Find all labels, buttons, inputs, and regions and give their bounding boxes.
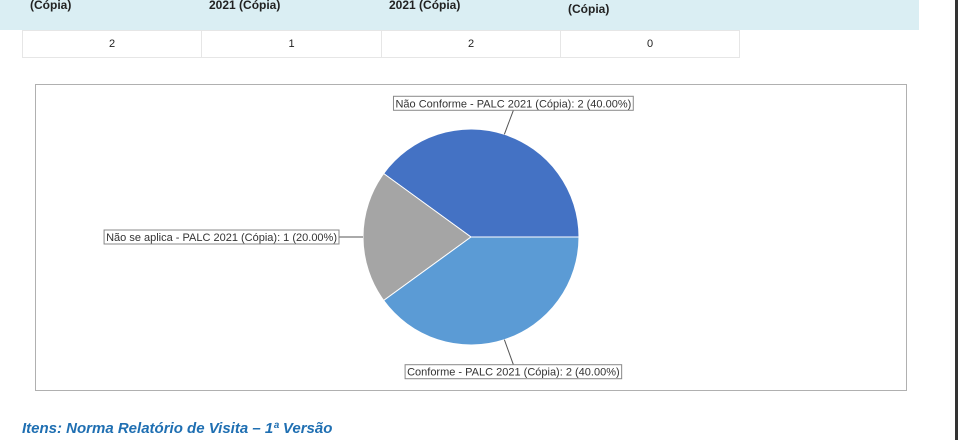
window-edge bbox=[955, 0, 958, 440]
label-box bbox=[103, 229, 340, 245]
data-label: Conforme - PALC 2021 (Cópia): 2 (40.00%) bbox=[407, 367, 620, 379]
label-box bbox=[404, 364, 623, 380]
header-cell: 2021 (Cópia) bbox=[209, 0, 281, 12]
header-cell: 2021 (Cópia) bbox=[389, 0, 461, 12]
leader-line bbox=[503, 110, 514, 135]
table-cell: 0 bbox=[560, 30, 740, 58]
chart-frame bbox=[35, 84, 907, 391]
label-box bbox=[392, 95, 634, 111]
header-cell: memória - PALC 2021 (Cópia) bbox=[568, 0, 691, 16]
table-header: (Cópia) 2021 (Cópia) 2021 (Cópia) memóri… bbox=[0, 0, 919, 30]
section-title: Itens: Norma Relatório de Visita – 1ª Ve… bbox=[22, 420, 333, 437]
leader-line bbox=[503, 339, 514, 365]
data-label: Não se aplica - PALC 2021 (Cópia): 1 (20… bbox=[106, 232, 337, 244]
header-cell: (Cópia) bbox=[30, 0, 72, 12]
data-label: Não Conforme - PALC 2021 (Cópia): 2 (40.… bbox=[395, 98, 631, 110]
